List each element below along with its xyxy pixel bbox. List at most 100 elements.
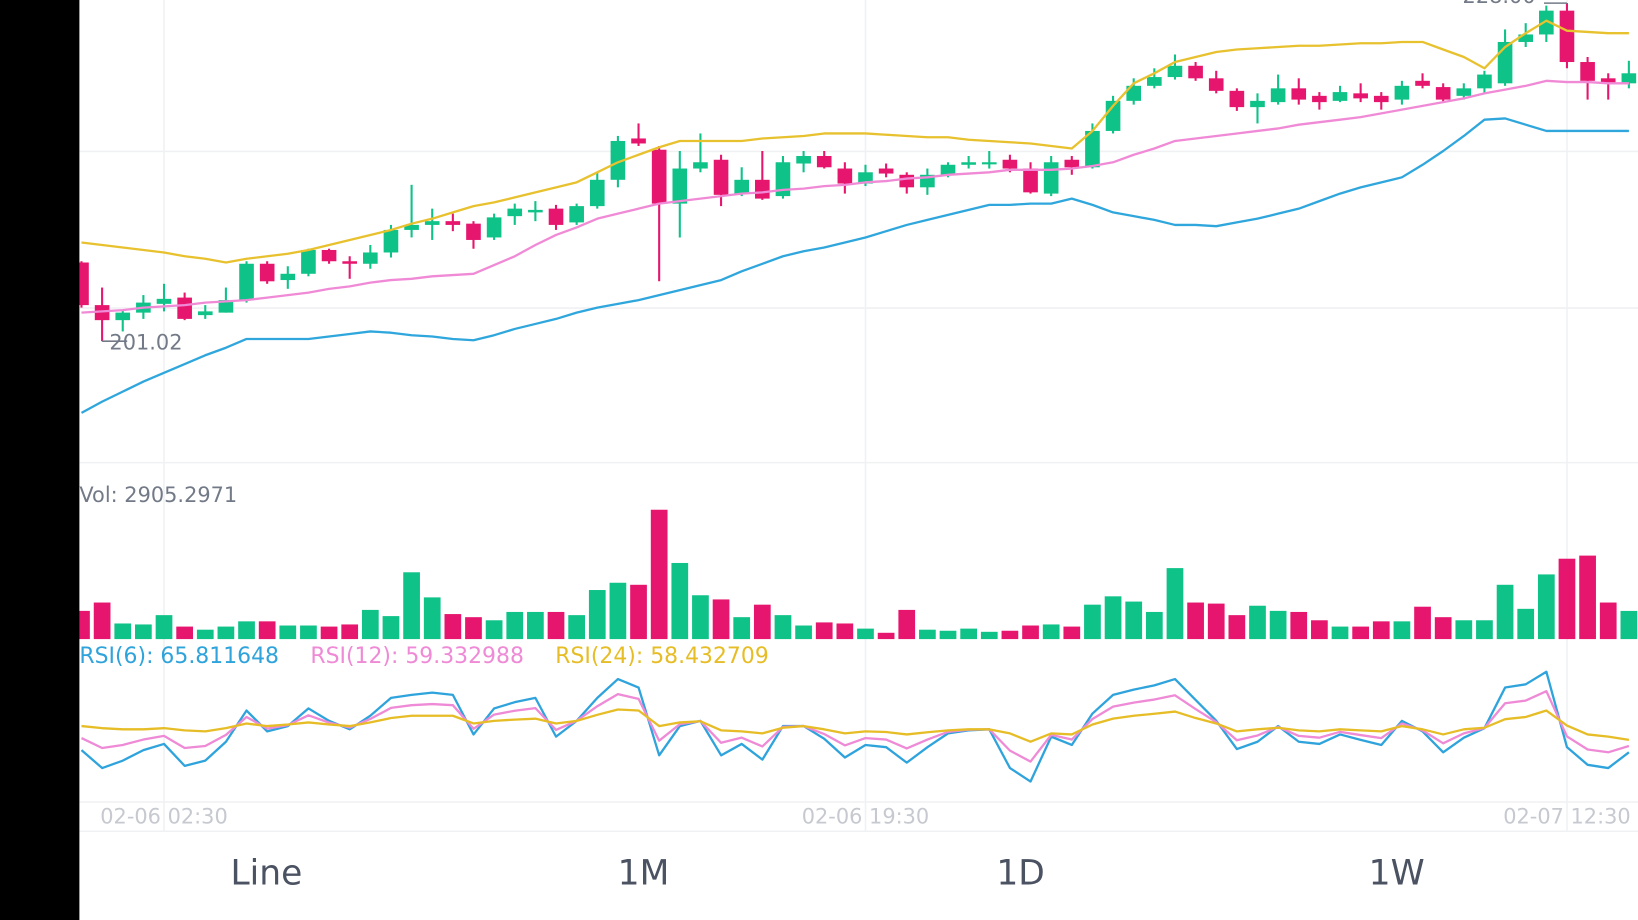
sidebar: [0, 0, 80, 920]
candle-body: [1229, 90, 1245, 108]
candle-body: [1250, 100, 1265, 108]
volume-bar: [1269, 610, 1287, 640]
candle-body: [383, 229, 399, 253]
volume-bar: [382, 616, 400, 640]
candle-body: [651, 149, 667, 204]
candle-body: [363, 252, 378, 264]
candle-body: [796, 155, 811, 164]
volume-bar: [1001, 630, 1019, 640]
candle-body: [1105, 100, 1121, 131]
volume-bar: [588, 590, 606, 640]
volume-bar: [1249, 605, 1266, 640]
volume-bar: [300, 625, 317, 640]
volume-bar: [279, 625, 297, 640]
candle-body: [1415, 80, 1430, 86]
candle-body: [1353, 93, 1368, 99]
band-line: [81, 19, 1629, 264]
rsi-line: [81, 708, 1630, 743]
candle-body: [569, 206, 584, 223]
candle-body: [1291, 88, 1307, 100]
candle-body: [610, 140, 626, 180]
candle-body: [1373, 95, 1389, 103]
tab[interactable]: 1W: [1369, 854, 1425, 894]
candle-body: [1064, 159, 1080, 168]
candle-body: [301, 249, 316, 274]
candle-body: [1332, 92, 1348, 101]
volume-bar: [836, 623, 854, 640]
candle-body: [940, 164, 956, 175]
candle-body: [548, 208, 564, 225]
candle-body: [1312, 95, 1327, 103]
low-label: 201.02: [109, 330, 182, 354]
tab[interactable]: Line: [230, 854, 302, 894]
candle-body: [961, 162, 976, 165]
candle-body: [734, 179, 750, 194]
volume-bar: [1352, 626, 1370, 640]
candle-body: [878, 168, 894, 174]
volume-bar: [1579, 555, 1596, 640]
candle-body: [1126, 85, 1142, 101]
volume-bar: [1393, 621, 1411, 640]
volume-bar: [857, 628, 874, 640]
volume-bar: [1455, 620, 1473, 640]
candle-body: [1002, 159, 1018, 169]
volume-bar: [1125, 601, 1143, 640]
candle-body: [816, 155, 832, 168]
volume-bar: [547, 611, 565, 640]
candle-body: [713, 159, 729, 195]
volume-bar: [403, 572, 420, 640]
volume-bar: [485, 620, 503, 640]
candle-body: [528, 209, 543, 213]
volume-bar: [630, 584, 647, 640]
volume-bar: [815, 622, 833, 640]
band-line: [81, 79, 1629, 314]
volume-bar: [1558, 558, 1576, 640]
volume-bar: [919, 629, 936, 640]
candle-body: [981, 162, 997, 165]
volume-bar: [320, 626, 338, 640]
volume-bar: [650, 509, 668, 640]
band-line: [80, 117, 1629, 414]
volume-bar: [712, 599, 730, 640]
legend-entry: RSI(6): 65.811648: [79, 644, 279, 669]
candle-body: [693, 162, 708, 169]
volume-bar: [1042, 624, 1060, 640]
volume-bar: [1084, 604, 1101, 640]
volume-bar: [93, 602, 111, 640]
candle-body: [1023, 168, 1038, 193]
candle-body: [1147, 77, 1162, 86]
volume-bar: [155, 615, 173, 640]
candle-body: [1394, 85, 1410, 100]
volume-bar: [960, 628, 978, 640]
volume-bar: [795, 625, 812, 640]
volume-bar: [609, 582, 627, 640]
volume-bar: [692, 595, 709, 640]
tab[interactable]: 1D: [996, 854, 1044, 894]
volume-bar: [1537, 574, 1555, 640]
candle-body: [1518, 34, 1534, 42]
candle-body: [280, 273, 296, 281]
candle-body: [177, 297, 192, 319]
volume-bar: [258, 621, 276, 640]
plot-area: 02-06 02:30 02-06 19:30 02-07 12:30 201.02 2…: [73, 0, 1638, 832]
x-tick-label: 02-06 19:30: [802, 805, 929, 829]
volume-bar: [774, 615, 792, 640]
volume-bar: [1022, 625, 1039, 640]
candle-body: [1600, 78, 1616, 84]
candle-body: [1539, 10, 1554, 35]
candle-body: [631, 138, 646, 144]
candle-body: [1208, 78, 1224, 91]
volume-bar: [1104, 596, 1122, 640]
candle-body: [259, 263, 275, 282]
high-label: 228.00: [1463, 0, 1536, 8]
volume-bar: [1187, 602, 1204, 640]
tab[interactable]: 1M: [618, 854, 670, 894]
volume-bar: [176, 626, 193, 640]
volume-bar: [361, 609, 379, 640]
volume-bar: [1496, 584, 1514, 640]
candle-body: [404, 224, 419, 230]
candle-body: [466, 223, 481, 240]
volume-bar: [671, 562, 689, 640]
